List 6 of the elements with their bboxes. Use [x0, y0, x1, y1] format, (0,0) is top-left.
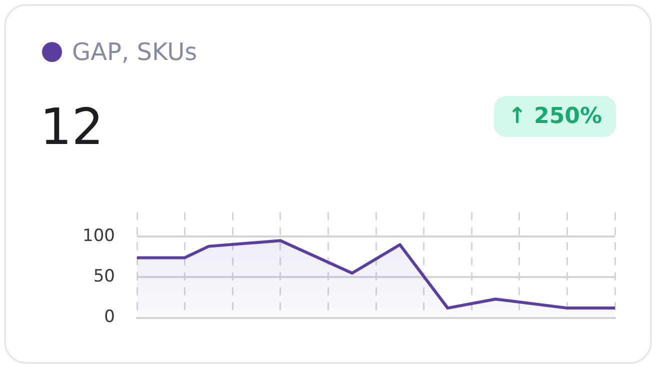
legend-label: GAP, SKUs	[72, 38, 198, 66]
y-tick-label: 50	[93, 266, 115, 287]
y-tick-label: 100	[82, 226, 115, 246]
y-tick-label: 0	[104, 307, 115, 328]
text: ↑ 250%	[494, 96, 616, 137]
chart-title: 12	[40, 98, 104, 156]
